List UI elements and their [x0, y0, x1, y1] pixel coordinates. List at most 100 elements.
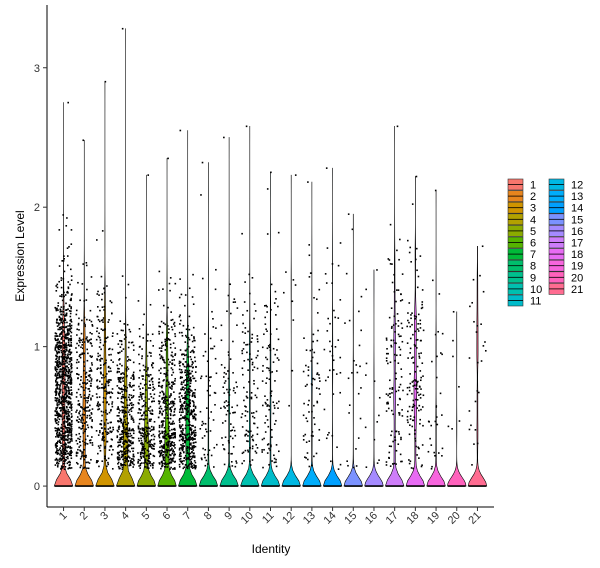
- legend-item-13: 13: [548, 190, 583, 203]
- data-point: [144, 366, 147, 368]
- data-point: [56, 465, 59, 468]
- data-point: [307, 374, 310, 377]
- data-point: [81, 341, 84, 343]
- data-point: [148, 443, 151, 445]
- data-point: [421, 289, 424, 291]
- data-point: [213, 391, 216, 394]
- data-point: [204, 333, 206, 335]
- data-point: [193, 339, 195, 342]
- data-point: [244, 281, 246, 283]
- data-point: [96, 239, 98, 241]
- data-point: [174, 468, 176, 470]
- data-point: [59, 447, 61, 449]
- data-point: [55, 309, 58, 312]
- data-point: [141, 449, 143, 451]
- data-point: [60, 347, 62, 349]
- data-point: [86, 348, 88, 351]
- data-point: [173, 467, 175, 470]
- data-point: [60, 336, 63, 339]
- data-point: [86, 424, 89, 426]
- data-point: [412, 419, 415, 422]
- data-point: [119, 339, 121, 342]
- data-point: [164, 406, 166, 408]
- data-point: [166, 404, 169, 407]
- data-point: [193, 438, 195, 440]
- data-point: [65, 369, 68, 371]
- data-point: [390, 339, 393, 342]
- data-point: [183, 379, 185, 382]
- data-point: [400, 438, 402, 441]
- data-point: [315, 298, 318, 301]
- data-point: [172, 342, 175, 344]
- data-point: [69, 328, 72, 330]
- data-point: [173, 325, 176, 327]
- data-point: [118, 454, 121, 457]
- data-point: [56, 410, 58, 413]
- data-point: [68, 345, 71, 347]
- data-point: [169, 346, 172, 349]
- data-point: [105, 418, 108, 421]
- data-point: [399, 299, 402, 302]
- data-point: [144, 414, 147, 416]
- data-point: [101, 383, 103, 386]
- data-point: [129, 384, 132, 387]
- data-point: [152, 433, 155, 436]
- data-point: [254, 394, 257, 397]
- data-point: [96, 358, 98, 360]
- data-point: [307, 404, 310, 406]
- data-point: [173, 451, 175, 453]
- data-point: [169, 386, 171, 389]
- data-point: [123, 415, 125, 417]
- data-point: [150, 378, 153, 381]
- data-point: [184, 387, 186, 389]
- legend-item-1: 1: [507, 178, 536, 192]
- data-point: [365, 374, 367, 376]
- data-point: [57, 342, 60, 344]
- data-point: [139, 345, 141, 348]
- data-point: [132, 375, 135, 378]
- data-point: [143, 437, 146, 440]
- data-point: [185, 424, 187, 427]
- data-point: [70, 366, 73, 369]
- data-point: [161, 460, 163, 463]
- data-point: [86, 382, 89, 384]
- data-point: [184, 384, 186, 387]
- violin-group-4: [115, 27, 136, 487]
- data-point: [190, 358, 193, 361]
- data-point: [54, 444, 57, 447]
- data-point: [84, 387, 87, 389]
- data-point: [422, 424, 424, 427]
- data-point: [132, 373, 134, 376]
- data-point: [178, 315, 181, 318]
- data-point: [61, 358, 64, 360]
- data-point: [68, 338, 71, 340]
- data-point: [57, 434, 59, 436]
- data-point: [104, 383, 107, 385]
- data-point: [117, 441, 119, 444]
- data-point: [69, 379, 72, 382]
- data-point: [56, 307, 58, 310]
- data-point: [169, 414, 172, 417]
- data-point: [99, 380, 101, 383]
- data-point: [192, 449, 195, 451]
- data-point: [101, 433, 104, 435]
- data-point: [271, 436, 273, 438]
- data-point: [61, 260, 63, 262]
- data-point: [184, 334, 187, 337]
- data-point: [292, 279, 295, 281]
- data-point: [103, 363, 105, 366]
- data-point: [188, 287, 191, 290]
- data-point: [71, 419, 73, 422]
- data-point: [391, 430, 393, 433]
- data-point: [62, 407, 65, 410]
- data-point: [185, 439, 187, 442]
- data-point: [308, 276, 311, 278]
- data-point: [61, 426, 63, 429]
- data-point: [431, 360, 433, 363]
- data-point: [54, 420, 57, 423]
- data-point: [191, 446, 194, 448]
- data-point: [165, 395, 167, 398]
- data-point: [418, 404, 421, 407]
- data-point: [61, 299, 64, 302]
- data-point: [398, 346, 401, 349]
